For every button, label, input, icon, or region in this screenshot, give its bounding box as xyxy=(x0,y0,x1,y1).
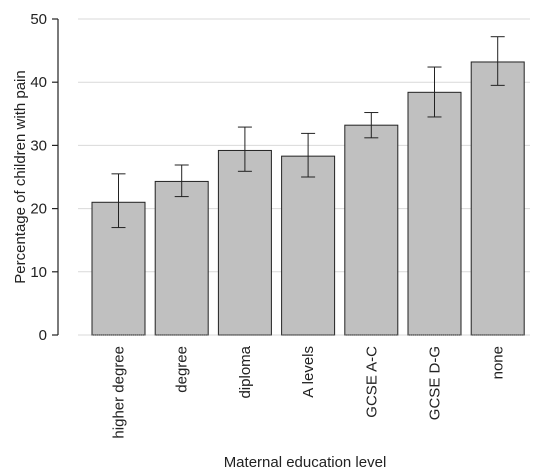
x-tick-label-6: none xyxy=(490,346,507,379)
y-tick-label-1: 10 xyxy=(30,264,47,281)
error-bars xyxy=(111,36,505,229)
y-tick-label-4: 40 xyxy=(30,74,47,91)
x-tick-labels: higher degree degree diploma A levels GCSE A… xyxy=(111,345,507,438)
x-tick-label-4: GCSE A-C xyxy=(363,346,380,418)
y-tick-label-0: 0 xyxy=(39,327,47,344)
y-axis-label: Percentage of children with pain xyxy=(12,70,29,283)
bar-2 xyxy=(217,149,272,336)
x-axis-label: Maternal education level xyxy=(224,454,387,471)
bar-3 xyxy=(281,155,336,336)
bars xyxy=(91,61,525,336)
x-tick-label-0: higher degree xyxy=(111,346,128,439)
y-tick-label-5: 50 xyxy=(30,11,47,28)
bar-6 xyxy=(470,61,525,336)
x-tick-label-3: A levels xyxy=(300,346,317,398)
bar-1 xyxy=(154,180,209,336)
y-ticks: 0 10 20 30 40 50 xyxy=(30,11,58,344)
bar-4 xyxy=(344,124,399,336)
x-tick-label-5: GCSE D-G xyxy=(427,346,444,420)
x-tick-label-1: degree xyxy=(174,346,191,393)
x-tick-label-2: diploma xyxy=(237,345,254,398)
bar-5 xyxy=(407,91,462,336)
y-tick-label-2: 20 xyxy=(30,201,47,218)
y-tick-label-3: 30 xyxy=(30,137,47,154)
